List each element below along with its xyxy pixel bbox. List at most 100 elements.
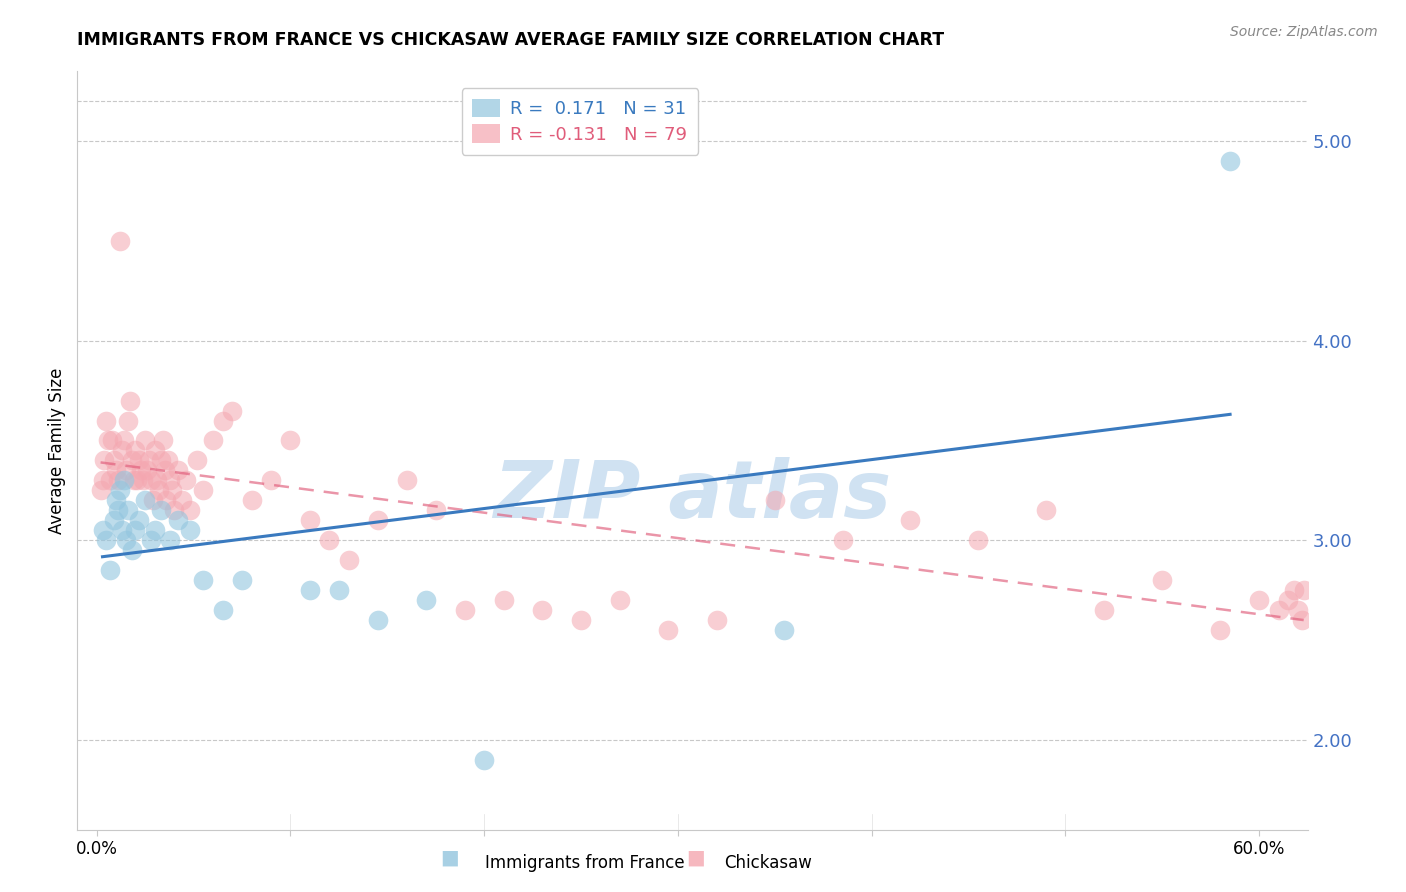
Point xyxy=(162,483,184,498)
Point xyxy=(121,453,143,467)
Point xyxy=(152,434,174,448)
Point xyxy=(831,533,853,548)
Point xyxy=(136,463,159,477)
Text: IMMIGRANTS FROM FRANCE VS CHICKASAW AVERAGE FAMILY SIZE CORRELATION CHART: IMMIGRANTS FROM FRANCE VS CHICKASAW AVER… xyxy=(77,31,945,49)
Point xyxy=(112,434,135,448)
Point xyxy=(280,434,302,448)
Point xyxy=(1249,593,1271,607)
Point xyxy=(1286,603,1309,617)
Point xyxy=(124,443,146,458)
Point xyxy=(96,413,118,427)
Point xyxy=(260,474,283,488)
Point xyxy=(122,474,145,488)
Point xyxy=(108,483,131,498)
Point xyxy=(143,443,166,458)
Point xyxy=(118,393,141,408)
Point xyxy=(1292,583,1315,598)
Point xyxy=(108,234,131,248)
Point xyxy=(179,523,201,537)
Text: ▪: ▪ xyxy=(686,843,706,872)
Point xyxy=(221,403,243,417)
Point xyxy=(139,533,162,548)
Point xyxy=(163,503,186,517)
Point xyxy=(143,523,166,537)
Point xyxy=(142,493,165,508)
Point xyxy=(211,603,233,617)
Point xyxy=(773,623,796,637)
Point xyxy=(298,513,321,527)
Point xyxy=(91,523,114,537)
Point xyxy=(134,434,156,448)
Point xyxy=(124,523,146,537)
Point xyxy=(167,463,190,477)
Point xyxy=(763,493,786,508)
Point xyxy=(1219,154,1241,169)
Point xyxy=(128,453,150,467)
Text: ZIP atlas: ZIP atlas xyxy=(494,457,891,535)
Point xyxy=(569,613,592,627)
Point xyxy=(101,434,124,448)
Point xyxy=(107,503,129,517)
Point xyxy=(111,443,134,458)
Text: Immigrants from France: Immigrants from France xyxy=(485,855,685,872)
Point xyxy=(174,474,197,488)
Point xyxy=(103,453,125,467)
Text: Chickasaw: Chickasaw xyxy=(724,855,813,872)
Point xyxy=(97,434,120,448)
Point xyxy=(159,533,181,548)
Point xyxy=(114,463,136,477)
Point xyxy=(149,503,172,517)
Point xyxy=(107,474,129,488)
Point xyxy=(657,623,679,637)
Point xyxy=(179,503,201,517)
Point xyxy=(91,474,114,488)
Point xyxy=(127,474,149,488)
Point xyxy=(103,513,125,527)
Point xyxy=(90,483,112,498)
Point xyxy=(201,434,224,448)
Point xyxy=(609,593,631,607)
Legend: R =  0.171   N = 31, R = -0.131   N = 79: R = 0.171 N = 31, R = -0.131 N = 79 xyxy=(461,88,699,154)
Point xyxy=(328,583,350,598)
Point xyxy=(186,453,208,467)
Point xyxy=(318,533,340,548)
Point xyxy=(157,453,180,467)
Point xyxy=(367,513,389,527)
Point xyxy=(1209,623,1232,637)
Point xyxy=(967,533,990,548)
Point xyxy=(96,533,118,548)
Point xyxy=(367,613,389,627)
Point xyxy=(193,573,215,587)
Point xyxy=(167,513,190,527)
Point xyxy=(1267,603,1289,617)
Point xyxy=(145,474,167,488)
Point xyxy=(454,603,477,617)
Point xyxy=(149,453,172,467)
Point xyxy=(117,413,139,427)
Point xyxy=(159,474,181,488)
Point xyxy=(1291,613,1313,627)
Point xyxy=(138,453,160,467)
Point xyxy=(105,493,128,508)
Text: ▪: ▪ xyxy=(440,843,460,872)
Point xyxy=(112,474,135,488)
Point xyxy=(337,553,360,567)
Point xyxy=(1282,583,1305,598)
Point xyxy=(1092,603,1115,617)
Point xyxy=(98,474,121,488)
Point xyxy=(148,483,170,498)
Point xyxy=(706,613,728,627)
Point xyxy=(114,533,136,548)
Text: Source: ZipAtlas.com: Source: ZipAtlas.com xyxy=(1230,25,1378,39)
Point xyxy=(132,474,155,488)
Point xyxy=(170,493,193,508)
Point xyxy=(128,513,150,527)
Point xyxy=(492,593,515,607)
Point xyxy=(395,474,418,488)
Point xyxy=(155,493,177,508)
Point xyxy=(1152,573,1174,587)
Point xyxy=(472,753,495,767)
Point xyxy=(900,513,922,527)
Point xyxy=(1035,503,1057,517)
Point xyxy=(129,463,152,477)
